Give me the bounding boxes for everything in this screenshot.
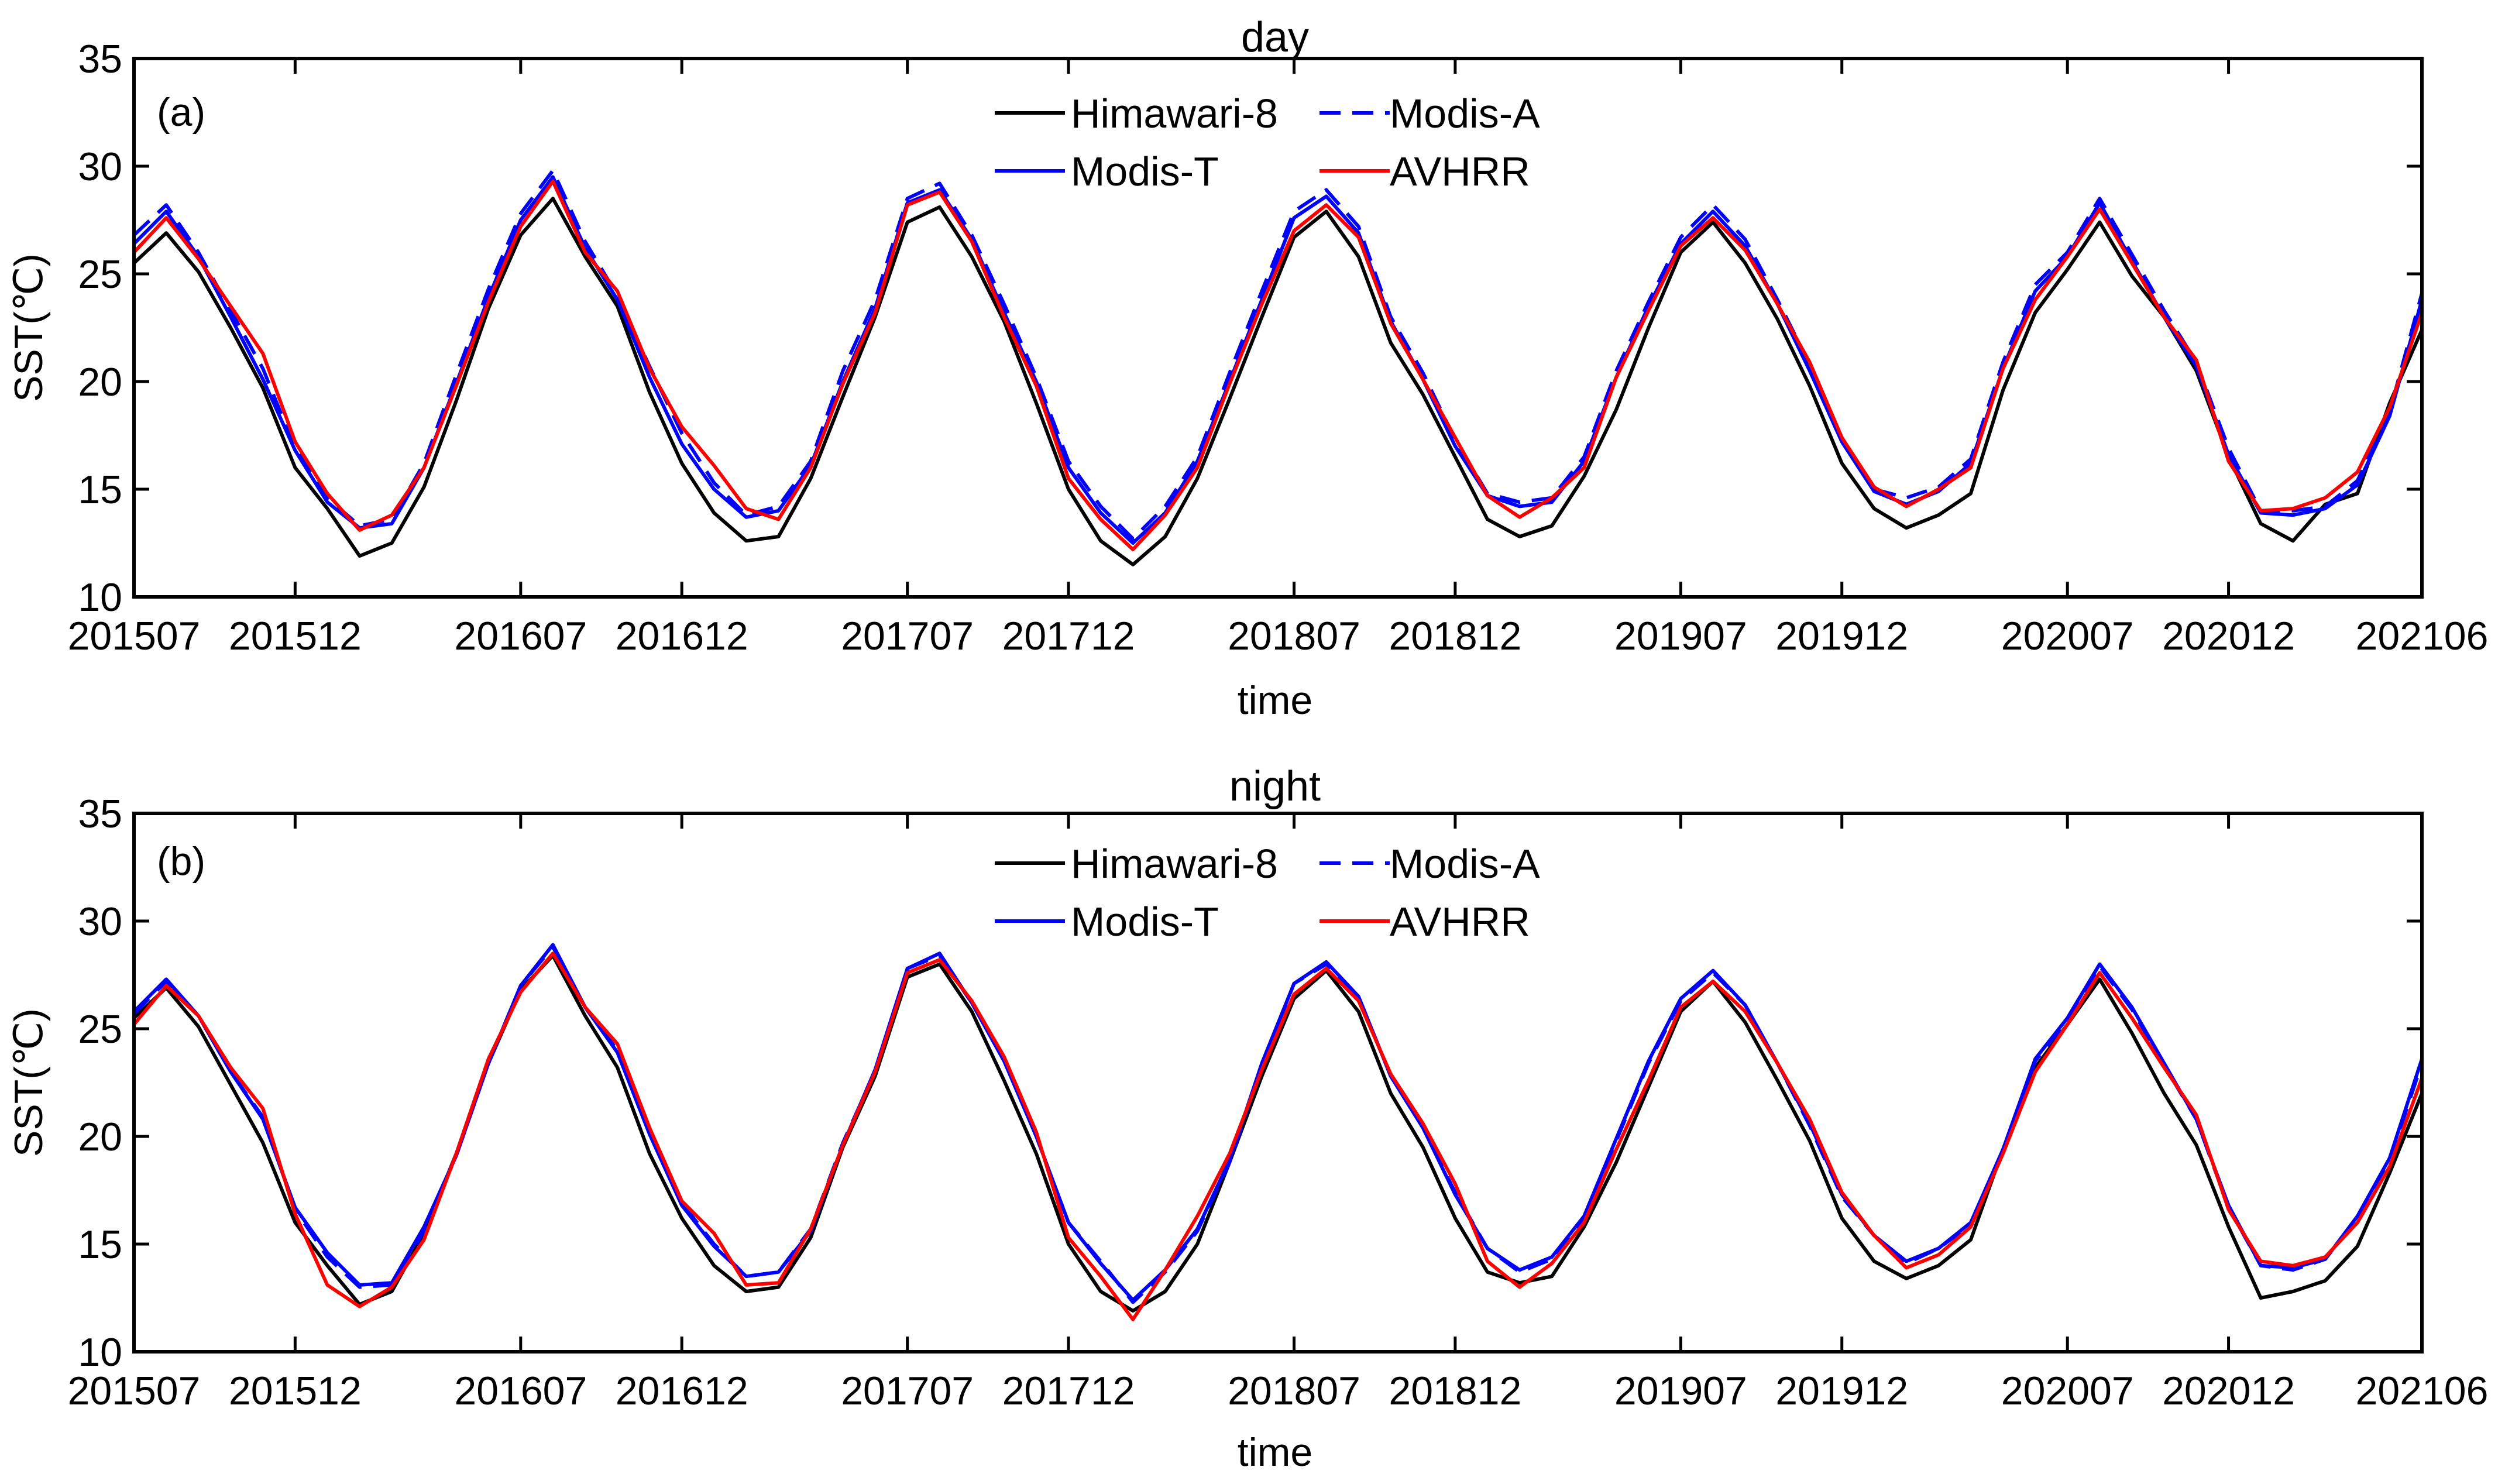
x-tick-label: 201707: [841, 1369, 974, 1413]
panel-day-y-axis-label: SST(℃): [6, 253, 51, 402]
legend-label-himawari-8: Himawari-8: [1071, 841, 1278, 887]
y-tick-label: 20: [78, 360, 122, 404]
y-tick-label: 15: [78, 468, 122, 512]
panel-night-x-axis-label: time: [1238, 1430, 1312, 1475]
series-line-modis-t: [132, 175, 2424, 545]
x-tick-label: 201512: [229, 614, 362, 658]
x-tick-label: 202106: [2356, 614, 2489, 658]
panel-day-x-ticks: 201507 201512 201607 201612 201707 201712 2018…: [68, 59, 2489, 658]
x-tick-label: 201507: [68, 614, 201, 658]
panel-night-y-axis-label: SST(℃): [6, 1008, 51, 1157]
x-tick-label: 201707: [841, 614, 974, 658]
y-tick-label: 25: [78, 252, 122, 297]
y-tick-label: 15: [78, 1222, 122, 1267]
series-line-modis-a: [132, 169, 2424, 541]
panel-night-axes-box: [132, 812, 2424, 1354]
y-tick-label: 30: [78, 899, 122, 944]
x-tick-label: 201612: [616, 1369, 748, 1413]
legend-label-himawari-8: Himawari-8: [1071, 91, 1278, 136]
y-tick-label: 10: [78, 575, 122, 620]
x-tick-label: 202012: [2162, 614, 2295, 658]
series-line-modis-t: [132, 943, 2424, 1302]
y-tick-label: 10: [78, 1330, 122, 1375]
panel-night-y-ticks: 10 15 20 25 30 35: [78, 792, 2422, 1375]
panel-day-label: (a): [157, 90, 205, 135]
x-tick-label: 201712: [1002, 1369, 1135, 1413]
y-tick-label: 35: [78, 37, 122, 81]
legend-label-modis-a: Modis-A: [1390, 841, 1540, 887]
x-tick-label: 201807: [1228, 1369, 1360, 1413]
legend-label-avhrr: AVHRR: [1390, 149, 1530, 194]
x-tick-label: 202012: [2162, 1369, 2295, 1413]
series-line-himawari-8: [132, 197, 2424, 566]
panel-day-title: day: [1241, 14, 1309, 61]
y-tick-label: 20: [78, 1115, 122, 1159]
x-tick-label: 201907: [1614, 614, 1747, 658]
x-tick-label: 201812: [1389, 614, 1521, 658]
panel-night-label: (b): [157, 839, 205, 884]
x-tick-label: 201507: [68, 1369, 201, 1413]
legend-label-modis-t: Modis-T: [1071, 899, 1219, 944]
y-tick-label: 25: [78, 1007, 122, 1052]
panel-day-series: [132, 169, 2424, 566]
panel-day-axes-box: [132, 57, 2424, 599]
x-tick-label: 202007: [2001, 614, 2134, 658]
y-tick-label: 35: [78, 792, 122, 836]
panel-night-series: [132, 943, 2424, 1321]
panel-day-x-axis-label: time: [1238, 678, 1312, 723]
panel-day-y-ticks: 10 15 20 25 30 35: [78, 37, 2422, 620]
legend-label-avhrr: AVHRR: [1390, 899, 1530, 944]
panel-night-x-ticks: 201507 201512 201607 201612 201707 201712 2018…: [68, 813, 2489, 1413]
panel-day-legend: Himawari-8 Modis-A Modis-T AVHRR: [995, 91, 1540, 194]
y-tick-label: 30: [78, 145, 122, 189]
x-tick-label: 201607: [454, 614, 587, 658]
x-tick-label: 201712: [1002, 614, 1135, 658]
legend-label-modis-t: Modis-T: [1071, 149, 1219, 194]
x-tick-label: 201912: [1775, 1369, 1908, 1413]
x-tick-label: 201512: [229, 1369, 362, 1413]
series-line-avhrr: [132, 951, 2424, 1321]
x-tick-label: 202106: [2356, 1369, 2489, 1413]
x-tick-label: 201907: [1614, 1369, 1747, 1413]
series-line-avhrr: [132, 179, 2424, 551]
legend-label-modis-a: Modis-A: [1390, 91, 1540, 136]
x-tick-label: 201612: [616, 614, 748, 658]
panel-day: day 10 15 20 25 30 35 201507 201512 201607 20161…: [6, 14, 2488, 723]
x-tick-label: 201912: [1775, 614, 1908, 658]
x-tick-label: 201607: [454, 1369, 587, 1413]
panel-night-title: night: [1229, 763, 1321, 810]
x-tick-label: 201812: [1389, 1369, 1521, 1413]
panel-night-legend: Himawari-8 Modis-A Modis-T AVHRR: [995, 841, 1540, 944]
x-tick-label: 202007: [2001, 1369, 2134, 1413]
x-tick-label: 201807: [1228, 614, 1360, 658]
